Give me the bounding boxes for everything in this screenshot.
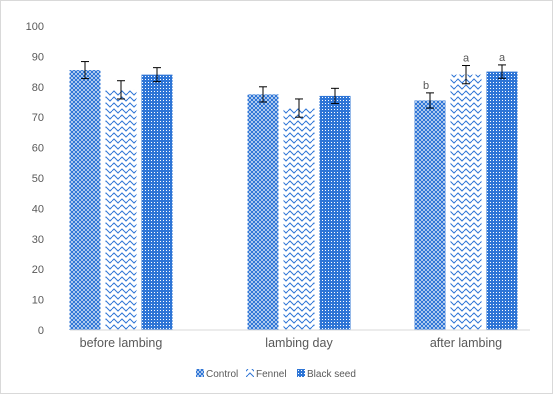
bar-fennel-1 <box>283 108 315 330</box>
x-tick-label: lambing day <box>265 336 333 350</box>
legend: Control Fennel Black seed <box>196 369 356 380</box>
y-tick-label: 100 <box>26 21 44 33</box>
bar-fennel-2 <box>450 74 482 330</box>
error-bar <box>295 98 303 118</box>
error-bar <box>462 65 470 85</box>
error-bar <box>117 80 125 100</box>
significance-letter: a <box>499 52 506 64</box>
bar-black-seed-2 <box>486 71 518 330</box>
legend-label: Fennel <box>256 369 287 380</box>
y-tick-label: 20 <box>32 264 44 276</box>
legend-item: Fennel <box>246 369 287 380</box>
x-tick-label: before lambing <box>80 336 163 350</box>
y-tick-label: 10 <box>32 295 44 307</box>
y-tick-label: 40 <box>32 203 44 215</box>
significance-letter: a <box>463 53 470 65</box>
x-tick-label: after lambing <box>430 336 502 350</box>
legend-label: Control <box>206 369 238 380</box>
error-bar <box>498 64 506 79</box>
bar-black-seed-1 <box>319 95 351 330</box>
bar-control-2 <box>414 100 446 330</box>
error-bar <box>81 61 89 80</box>
error-bars <box>81 61 506 118</box>
bar-control-1 <box>247 94 279 331</box>
bars <box>69 70 518 331</box>
error-bar <box>426 92 434 109</box>
y-tick-label: 90 <box>32 51 44 63</box>
y-axis: 0 10 20 30 40 50 60 70 80 90 100 <box>26 21 44 337</box>
legend-swatch <box>196 369 204 377</box>
bar-black-seed-0 <box>141 74 173 330</box>
legend-item: Black seed <box>297 369 356 380</box>
bar-control-0 <box>69 70 101 330</box>
error-bar <box>259 86 267 103</box>
legend-label: Black seed <box>307 369 356 380</box>
y-tick-label: 70 <box>32 112 44 124</box>
legend-swatch <box>297 369 305 377</box>
significance-letter: b <box>423 80 429 92</box>
y-tick-label: 50 <box>32 173 44 185</box>
error-bar <box>331 87 339 105</box>
y-tick-label: 30 <box>32 234 44 246</box>
x-axis: before lambing lambing day after lambing <box>70 329 530 350</box>
annotations: b a a <box>423 52 506 92</box>
y-tick-label: 0 <box>38 325 44 337</box>
error-bar <box>153 67 161 83</box>
bar-fennel-0 <box>105 89 137 330</box>
legend-swatch <box>246 369 254 377</box>
legend-item: Control <box>196 369 238 380</box>
y-tick-label: 80 <box>32 82 44 94</box>
y-tick-label: 60 <box>32 143 44 155</box>
